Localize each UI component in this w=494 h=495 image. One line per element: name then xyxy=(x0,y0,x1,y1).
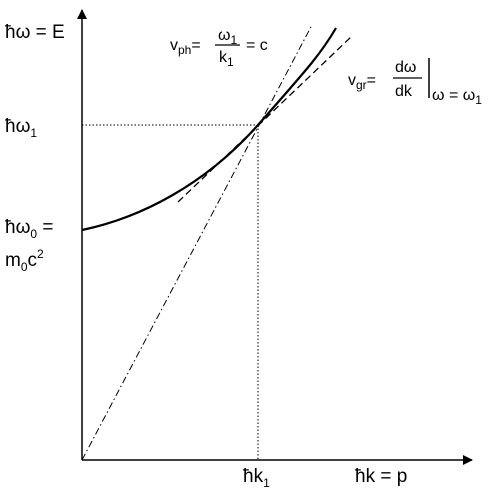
label-base: ħω xyxy=(5,217,31,238)
num-sub: 1 xyxy=(231,33,238,47)
evaluation-condition: ω = ω1 xyxy=(432,87,482,107)
k1-label: ħk1 xyxy=(243,466,270,490)
label-sub: 0 xyxy=(21,260,28,274)
formula-lhs: vgr= xyxy=(348,72,376,92)
label-base: ħk xyxy=(243,466,264,487)
formula-result: = c xyxy=(246,37,268,54)
label-sup: 2 xyxy=(37,247,44,261)
group-velocity-formula: vgr= dω dk ω = ω1 xyxy=(348,58,482,107)
phase-line xyxy=(81,24,313,461)
label-base: c xyxy=(28,250,38,271)
num-base: ω xyxy=(218,27,231,44)
symbol: v xyxy=(348,72,356,89)
denominator: k1 xyxy=(219,49,234,69)
phase-velocity-formula: vph= ω1 k1 = c xyxy=(170,27,268,69)
den-sub: 1 xyxy=(227,55,234,69)
label-base: ħω xyxy=(5,116,31,137)
cond-sub: 1 xyxy=(475,93,482,107)
numerator: dω xyxy=(395,59,416,76)
label-suffix: = xyxy=(37,217,53,238)
cond-base: ω = ω xyxy=(432,87,475,104)
dispersion-curve xyxy=(81,27,337,232)
numerator: ω1 xyxy=(218,27,238,47)
den-base: k xyxy=(219,49,228,66)
label-sub: 1 xyxy=(263,476,270,490)
rest-energy-label: m0c2 xyxy=(5,247,44,274)
label-base: m xyxy=(5,250,21,271)
omega1-label: ħω1 xyxy=(5,116,37,140)
tangent-line xyxy=(177,35,353,203)
denominator: dk xyxy=(395,83,413,100)
formula-lhs: vph= xyxy=(170,37,201,57)
omega0-label: ħω0 = xyxy=(5,217,53,241)
symbol-sub: ph xyxy=(178,43,191,57)
x-axis-label: ħk = p xyxy=(355,466,407,487)
symbol: v xyxy=(170,37,178,54)
symbol-sub: gr xyxy=(356,78,367,92)
equals: = xyxy=(367,72,376,89)
label-sub: 0 xyxy=(30,227,37,241)
equals: = xyxy=(191,37,200,54)
y-axis-label: ħω = E xyxy=(5,22,65,43)
label-sub: 1 xyxy=(30,126,37,140)
